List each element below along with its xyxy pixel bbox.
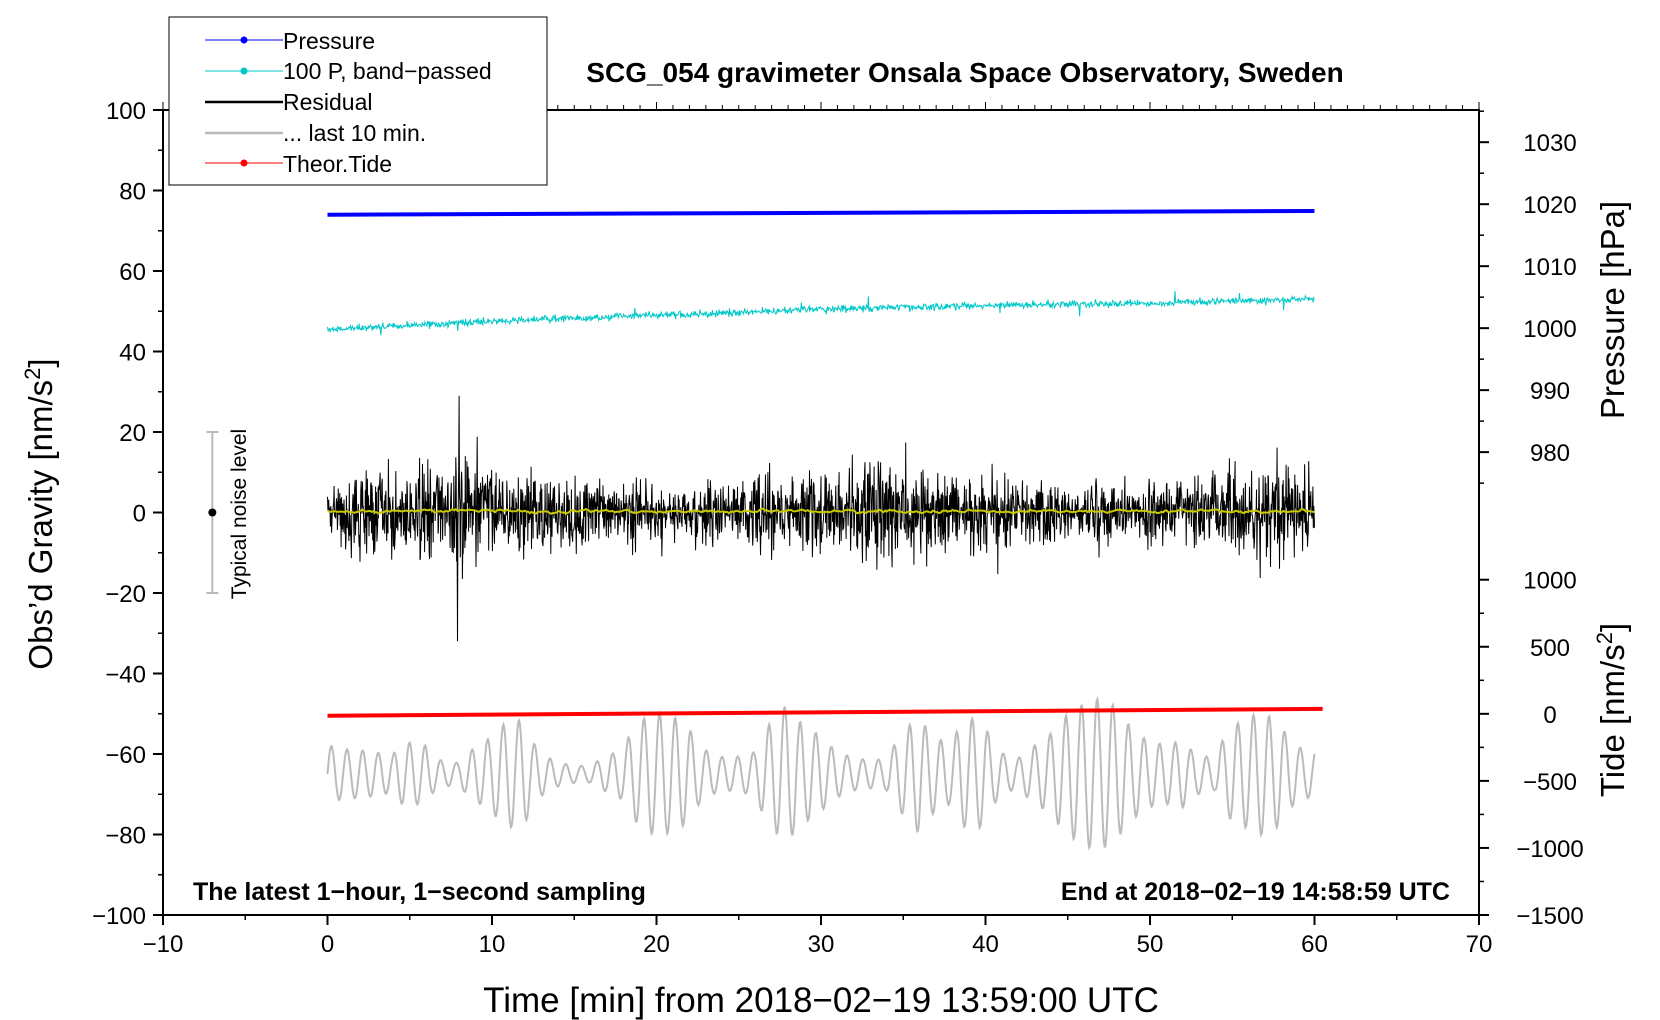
series-residual [327, 395, 1315, 642]
x-tick-label: 20 [643, 931, 670, 958]
pressure-tick-label: 1020 [1523, 192, 1576, 219]
legend-label-pressure: Pressure [283, 28, 375, 54]
pressure-axis: 980 990 1000 1010 1020 1030 [1479, 110, 1577, 484]
noise-label: Typical noise level [228, 429, 251, 599]
pressure-axis-label: Pressure [hPa] [1594, 201, 1631, 419]
annotation-sampling: The latest 1−hour, 1−second sampling [193, 878, 646, 906]
y-axis-label: Obs’d Gravity [nm/s2] [20, 358, 59, 669]
y-tick-label: −60 [105, 742, 146, 769]
legend-label-last-10-min: ... last 10 min. [283, 120, 426, 146]
tide-tick-label: 0 [1543, 702, 1556, 729]
legend-marker-pressure [240, 36, 248, 44]
legend-marker-theor-tide [240, 159, 248, 167]
x-tick-label: −10 [143, 931, 184, 958]
y-tick-label: 80 [119, 179, 146, 206]
pressure-tick-label: 980 [1530, 440, 1570, 467]
x-tick-label: 50 [1137, 931, 1164, 958]
legend: Pressure 100 P, band−passed Residual ...… [168, 16, 548, 186]
y-tick-label: 40 [119, 340, 146, 367]
y-tick-label: 100 [106, 98, 146, 125]
legend-entry-pressure: Pressure [205, 28, 375, 54]
legend-marker-band-passed [240, 67, 248, 75]
annotation-end-time: End at 2018−02−19 14:58:59 UTC [1061, 878, 1450, 906]
x-axis: −10 0 10 20 30 40 50 60 70 [143, 915, 1493, 958]
x-tick-label: 60 [1301, 931, 1328, 958]
legend-label-residual: Residual [283, 89, 373, 115]
y-tick-label: 20 [119, 420, 146, 447]
series-theor-tide [327, 706, 1323, 718]
y-axis-label-text: Obs’d Gravity [nm/s [22, 380, 59, 670]
chart-title: SCG_054 gravimeter Onsala Space Observat… [586, 57, 1343, 88]
x-tick-label: 0 [321, 931, 334, 958]
pressure-tick-label: 1000 [1523, 316, 1576, 343]
x-tick-label: 40 [972, 931, 999, 958]
tide-axis-label-sup: 2 [1592, 632, 1617, 644]
pressure-tick-label: 990 [1530, 378, 1570, 405]
tide-tick-label: 1000 [1523, 568, 1576, 595]
x-tick-label: 30 [808, 931, 835, 958]
legend-entry-last-10-min: ... last 10 min. [205, 120, 426, 146]
legend-entry-band-passed: 100 P, band−passed [205, 58, 492, 84]
pressure-tick-label: 1030 [1523, 130, 1576, 157]
noise-center-dot [208, 508, 217, 517]
tide-axis-label-text: Tide [nm/s [1594, 644, 1631, 797]
y-tick-label: −100 [92, 903, 146, 930]
tide-tick-label: −500 [1523, 769, 1577, 796]
x-tick-label: 10 [479, 931, 506, 958]
x-tick-label: 70 [1466, 931, 1493, 958]
legend-label-band-passed: 100 P, band−passed [283, 58, 492, 84]
tide-tick-label: −1500 [1516, 903, 1583, 930]
legend-label-theor-tide: Theor.Tide [283, 151, 392, 177]
y-tick-label: −20 [105, 581, 146, 608]
x-axis-label: Time [min] from 2018−02−19 13:59:00 UTC [483, 981, 1159, 1020]
y-tick-label: −80 [105, 823, 146, 850]
y-tick-label: −40 [105, 662, 146, 689]
noise-indicator [206, 431, 219, 594]
y-tick-label: 0 [133, 501, 146, 528]
series-layer [326, 209, 1323, 851]
series-band-passed-pressure [327, 290, 1315, 336]
tide-axis-label: Tide [nm/s2] [1592, 623, 1631, 797]
tide-tick-label: 500 [1530, 635, 1570, 662]
pressure-tick-label: 1010 [1523, 254, 1576, 281]
y-axis-label-close: ] [22, 358, 59, 367]
series-last-10-min [326, 695, 1316, 851]
y-axis-left: −100 −80 −60 −40 −20 0 20 40 60 80 100 [92, 98, 163, 930]
tide-tick-label: −1000 [1516, 836, 1583, 863]
legend-entry-residual: Residual [205, 89, 373, 115]
series-residual-smoothed [327, 507, 1315, 515]
tide-axis: −1500 −1000 −500 0 500 1000 [1479, 568, 1584, 930]
y-tick-label: 60 [119, 259, 146, 286]
legend-entry-theor-tide: Theor.Tide [205, 151, 392, 177]
series-pressure [327, 209, 1315, 217]
y-axis-label-sup: 2 [20, 368, 45, 380]
tide-axis-label-close: ] [1594, 623, 1631, 632]
